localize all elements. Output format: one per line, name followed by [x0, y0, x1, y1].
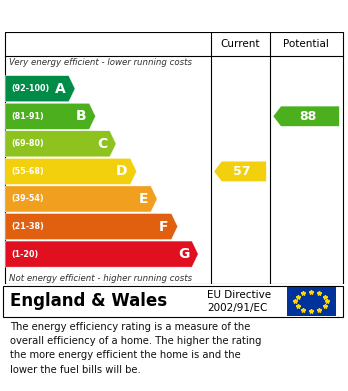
Text: Not energy efficient - higher running costs: Not energy efficient - higher running co…	[9, 274, 192, 283]
Text: Potential: Potential	[283, 39, 329, 49]
Text: 2002/91/EC: 2002/91/EC	[207, 303, 267, 313]
Text: A: A	[55, 82, 66, 96]
Text: The energy efficiency rating is a measure of the
overall efficiency of a home. T: The energy efficiency rating is a measur…	[10, 321, 262, 375]
Text: E: E	[139, 192, 148, 206]
Bar	[287, 287, 336, 316]
Text: (92-100): (92-100)	[11, 84, 50, 93]
Text: England & Wales: England & Wales	[10, 292, 168, 310]
Text: G: G	[178, 247, 189, 261]
Text: C: C	[97, 137, 107, 151]
Polygon shape	[5, 186, 157, 212]
Text: (1-20): (1-20)	[11, 249, 39, 258]
Polygon shape	[274, 106, 339, 126]
Text: EU Directive: EU Directive	[207, 290, 271, 300]
Polygon shape	[214, 161, 266, 181]
Text: Energy Efficiency Rating: Energy Efficiency Rating	[10, 9, 232, 23]
Text: (69-80): (69-80)	[11, 139, 44, 148]
Text: (81-91): (81-91)	[11, 112, 44, 121]
Text: (39-54): (39-54)	[11, 194, 44, 203]
Polygon shape	[5, 76, 75, 102]
Polygon shape	[5, 241, 198, 267]
Text: 57: 57	[233, 165, 251, 178]
Polygon shape	[5, 213, 178, 240]
Text: F: F	[159, 219, 169, 233]
Text: 88: 88	[299, 110, 317, 123]
Text: Very energy efficient - lower running costs: Very energy efficient - lower running co…	[9, 58, 192, 67]
Text: Current: Current	[220, 39, 260, 49]
Polygon shape	[5, 158, 137, 185]
Text: (55-68): (55-68)	[11, 167, 44, 176]
Polygon shape	[5, 103, 96, 129]
Text: (21-38): (21-38)	[11, 222, 44, 231]
Text: D: D	[116, 164, 128, 178]
Polygon shape	[5, 131, 116, 157]
Text: B: B	[76, 109, 87, 123]
